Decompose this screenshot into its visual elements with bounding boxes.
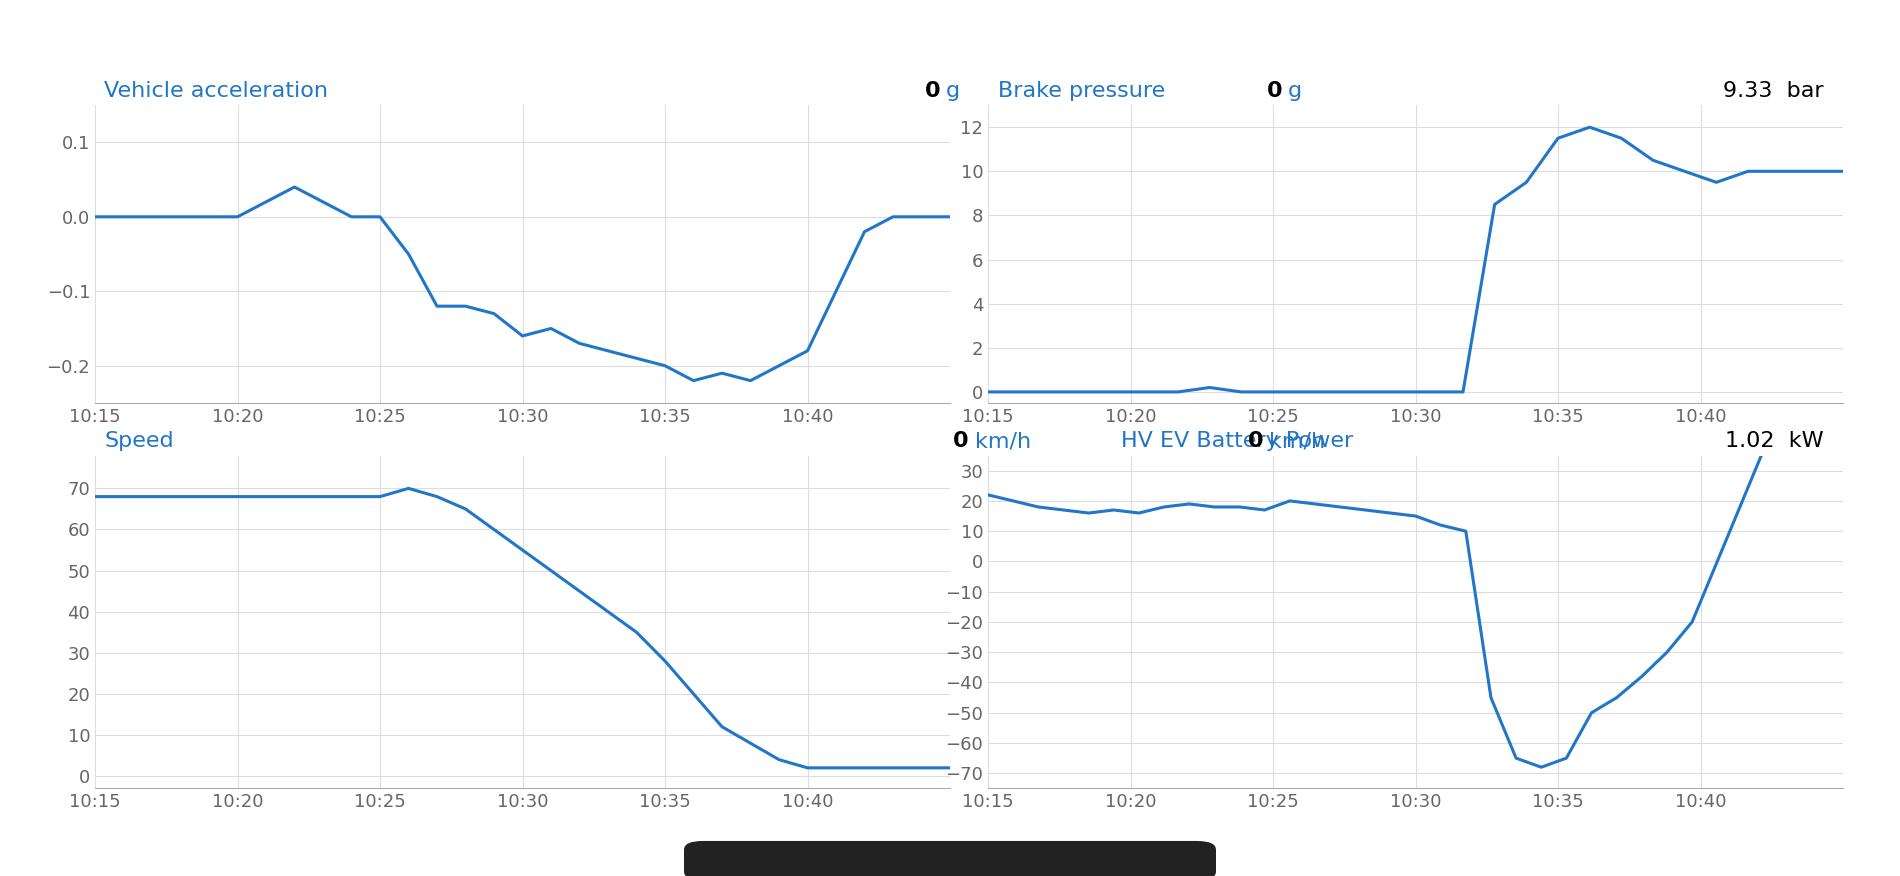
Text: g: g xyxy=(946,81,960,101)
Text: km/h: km/h xyxy=(1269,431,1326,451)
Text: < Back: < Back xyxy=(78,23,188,52)
Text: 1.02  kW: 1.02 kW xyxy=(1725,431,1824,451)
Text: 1: 1 xyxy=(370,23,389,52)
Text: 4: 4 xyxy=(1396,23,1416,52)
Text: 9.33  bar: 9.33 bar xyxy=(1723,81,1824,101)
Text: 0: 0 xyxy=(954,431,969,451)
Text: 0: 0 xyxy=(1248,431,1264,451)
Text: km/h: km/h xyxy=(975,431,1032,451)
Text: Brake pressure: Brake pressure xyxy=(998,81,1165,101)
Text: 0: 0 xyxy=(1267,81,1283,101)
Text: 0: 0 xyxy=(925,81,940,101)
Text: Speed: Speed xyxy=(104,431,175,451)
Text: i: i xyxy=(1820,25,1828,49)
Text: 2: 2 xyxy=(712,23,732,52)
Text: Vehicle acceleration: Vehicle acceleration xyxy=(104,81,329,101)
Text: g: g xyxy=(1288,81,1302,101)
Text: 3: 3 xyxy=(1054,23,1073,52)
Text: HV EV Battery Power: HV EV Battery Power xyxy=(1121,431,1353,451)
Text: ⏸: ⏸ xyxy=(1738,21,1758,53)
